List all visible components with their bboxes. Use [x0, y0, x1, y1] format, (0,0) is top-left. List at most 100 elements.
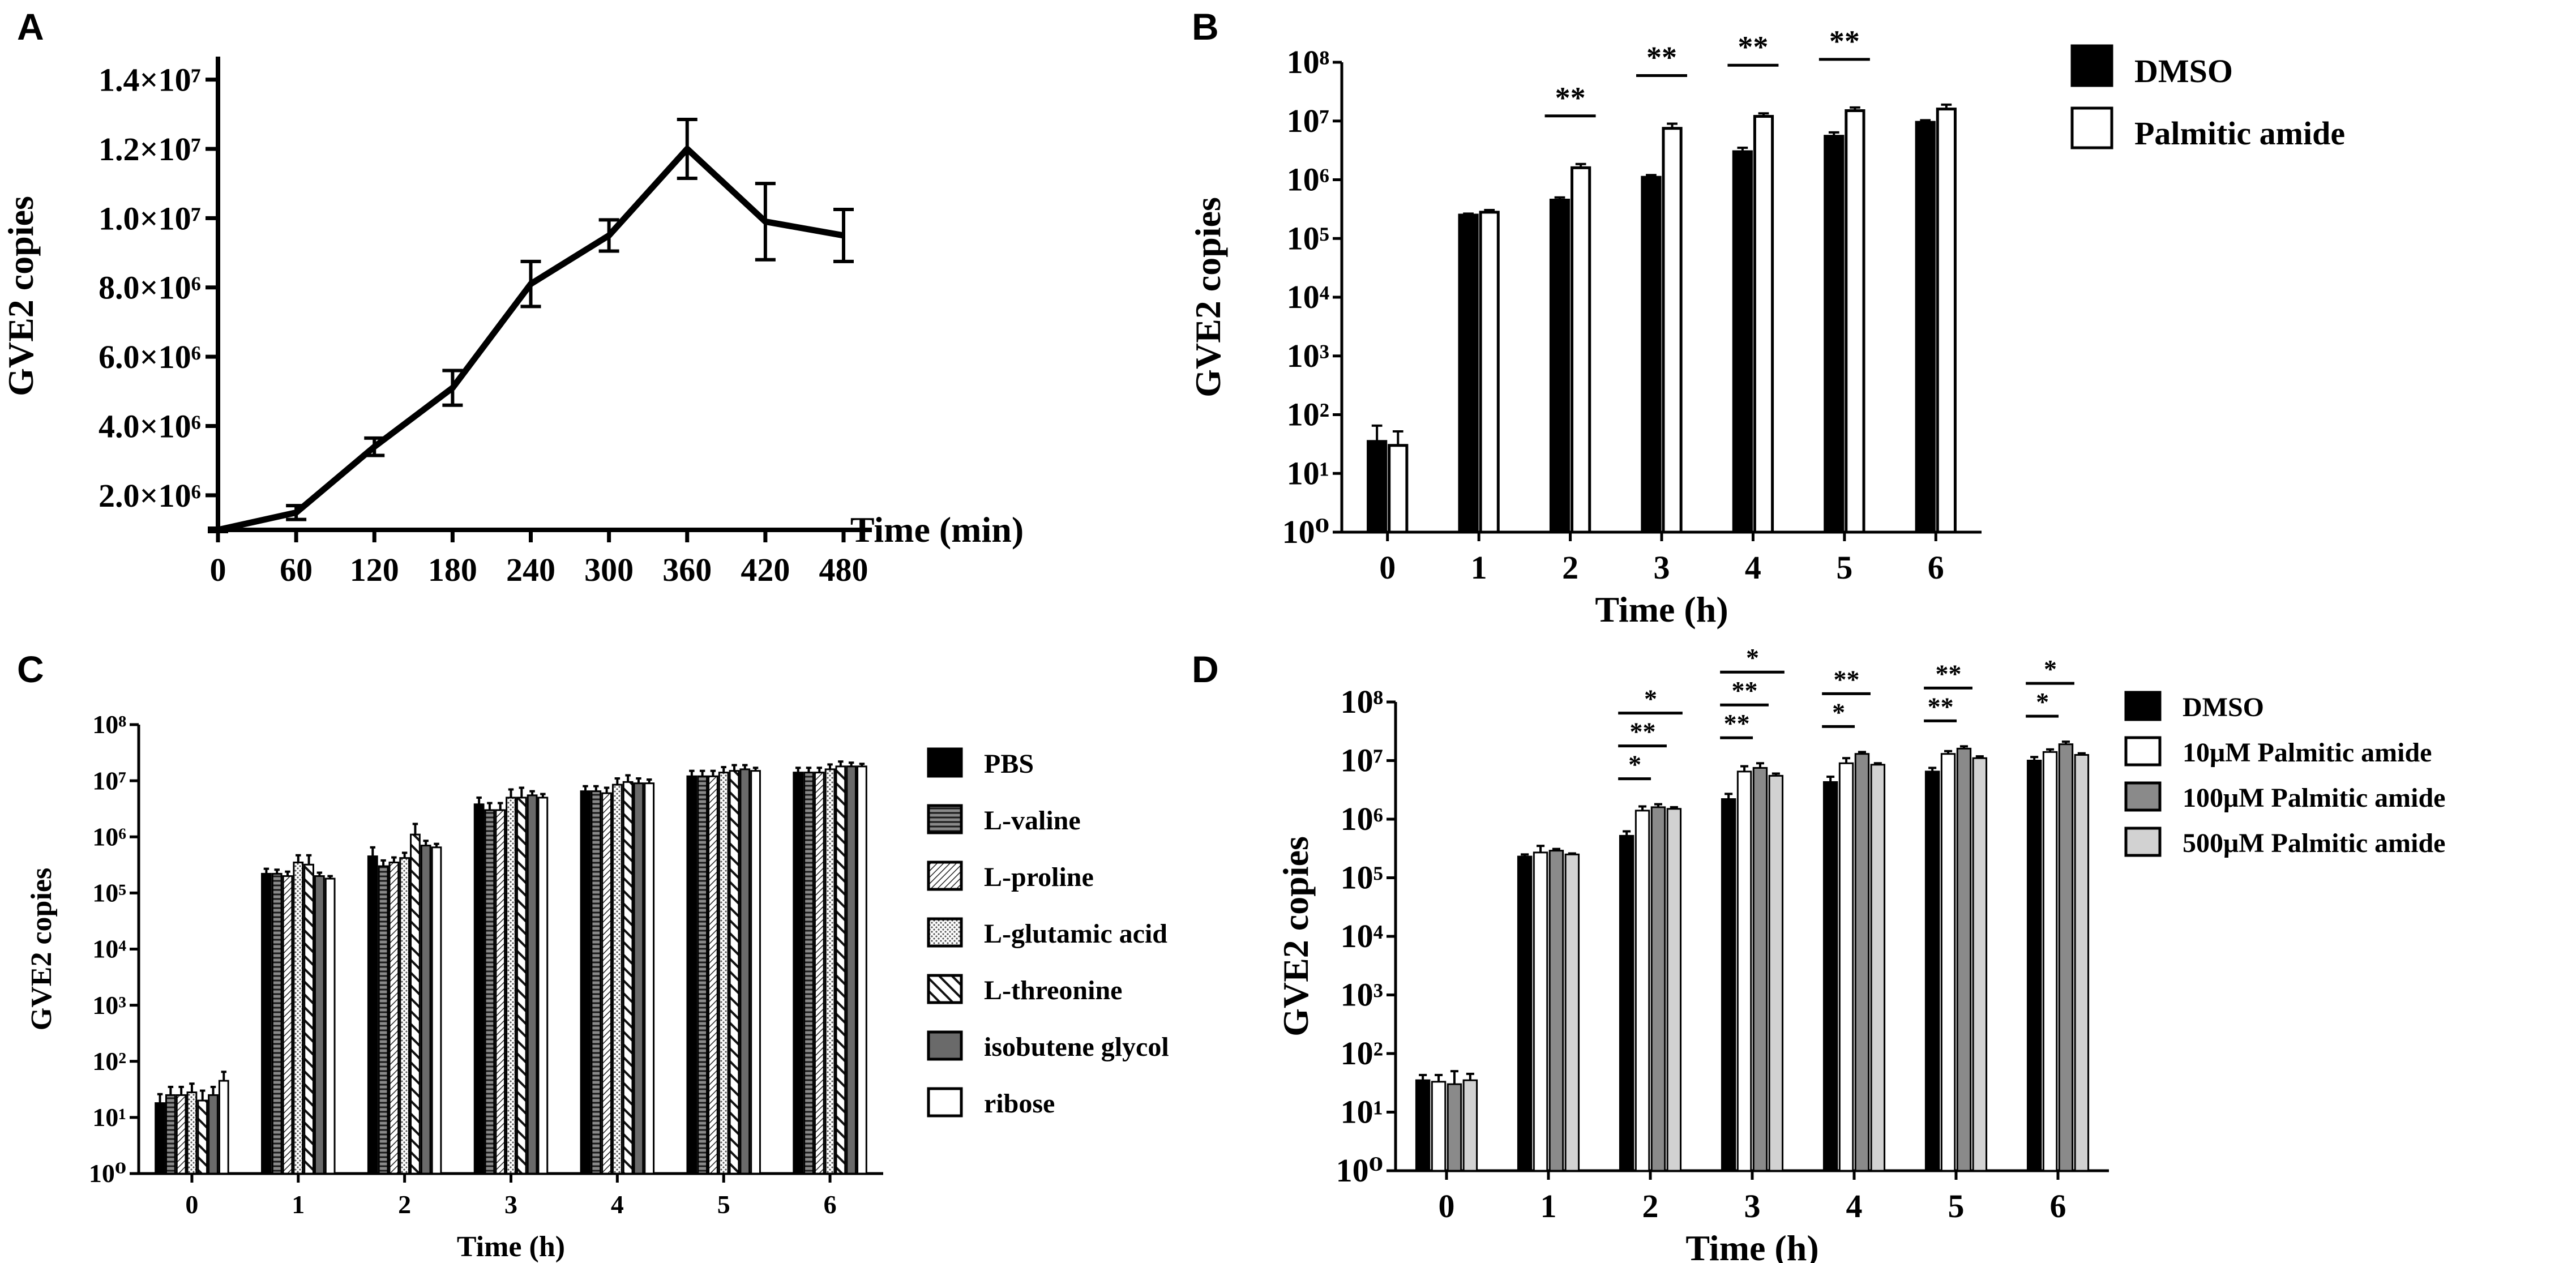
bar — [750, 770, 761, 1175]
y-tick-label: 10⁰ — [1282, 513, 1329, 550]
x-tick-label: 5 — [1948, 1188, 1965, 1225]
significance-label: ** — [1646, 40, 1677, 74]
significance-label: ** — [1829, 24, 1860, 58]
y-tick-label: 10³ — [1341, 977, 1383, 1013]
bar — [1736, 770, 1752, 1172]
y-tick-label: 10³ — [92, 991, 126, 1020]
bar — [1838, 762, 1854, 1172]
y-tick-label: 10⁷ — [92, 766, 126, 795]
legend-swatch — [2124, 781, 2162, 812]
x-tick-label: 5 — [1836, 549, 1852, 586]
legend-label: L-glutamic acid — [984, 919, 1167, 949]
x-tick-label: 480 — [819, 551, 868, 588]
bar — [2042, 751, 2058, 1172]
bar — [1447, 1083, 1462, 1172]
bar — [537, 797, 549, 1175]
legend-swatch — [927, 747, 963, 778]
x-tick-label: 4 — [1846, 1188, 1863, 1225]
bar — [590, 790, 602, 1175]
y-axis-title: GVE2 copies — [25, 868, 58, 1030]
bar — [176, 1094, 187, 1175]
x-tick-label: 120 — [350, 551, 399, 588]
y-tick-label: 10⁰ — [1336, 1152, 1383, 1189]
bar — [846, 765, 857, 1175]
panel-label-b: B — [1192, 6, 1219, 48]
y-tick-label: 10⁶ — [92, 822, 126, 851]
legend-swatch — [2124, 736, 2162, 767]
y-tick-label: 10⁸ — [92, 710, 126, 739]
bar — [601, 792, 612, 1175]
x-axis-title: Time (h) — [1595, 589, 1728, 630]
bar — [410, 833, 421, 1175]
bar — [1870, 764, 1886, 1172]
legend-swatch — [927, 804, 963, 834]
y-tick-label: 10⁸ — [1341, 683, 1383, 720]
legend-swatch — [927, 917, 963, 948]
bar — [835, 765, 846, 1175]
x-axis-title: Time (h) — [457, 1231, 565, 1263]
bar — [824, 768, 836, 1175]
legend-label: 500μM Palmitic amide — [2183, 828, 2445, 858]
significance-label: ** — [1630, 717, 1656, 746]
legend-label: L-threonine — [984, 975, 1122, 1005]
y-tick-label: 10² — [1341, 1035, 1383, 1072]
bar — [293, 861, 304, 1175]
x-tick-label: 6 — [824, 1190, 837, 1219]
y-tick-label: 10⁵ — [92, 879, 126, 907]
bar — [420, 845, 431, 1175]
x-tick-label: 3 — [504, 1190, 517, 1219]
panel-label-c: C — [17, 648, 44, 690]
bar — [218, 1080, 229, 1175]
bar — [708, 775, 718, 1175]
x-axis-title: Time (min) — [850, 510, 1024, 550]
data-line — [217, 145, 844, 533]
y-axis-title: GVE2 copies — [1276, 836, 1316, 1037]
legend-label: DMSO — [2134, 53, 2233, 89]
legend-swatch — [2124, 827, 2162, 857]
significance-label: * — [2036, 687, 2049, 716]
bar — [1548, 850, 1564, 1172]
y-tick-label: 2.0×10⁶ — [99, 477, 201, 514]
legend-swatch — [2124, 691, 2162, 721]
x-tick-label: 0 — [1439, 1188, 1455, 1225]
legend-label: 100μM Palmitic amide — [2183, 783, 2445, 813]
legend-swatch — [927, 860, 963, 891]
significance-label: * — [1746, 643, 1759, 672]
significance-label: ** — [1834, 665, 1860, 693]
bar — [1564, 853, 1580, 1172]
bar — [495, 809, 506, 1175]
bar — [1915, 121, 1936, 534]
bar — [1388, 444, 1409, 534]
legend-label: L-valine — [984, 806, 1081, 836]
bar — [197, 1099, 208, 1175]
legend-label: isobutene glycol — [984, 1032, 1169, 1062]
bar — [803, 772, 814, 1175]
bar — [484, 809, 495, 1175]
bar — [1634, 810, 1650, 1172]
y-tick-label: 10⁷ — [1287, 102, 1329, 139]
y-tick-label: 10⁴ — [92, 935, 126, 964]
x-tick-label: 0 — [1379, 549, 1396, 586]
bar — [697, 775, 708, 1175]
x-tick-label: 1 — [1471, 549, 1487, 586]
y-tick-label: 1.2×10⁷ — [99, 131, 201, 168]
legend-label: ribose — [984, 1089, 1055, 1119]
x-tick-label: 6 — [2050, 1188, 2066, 1225]
bar — [208, 1094, 219, 1175]
bar — [2026, 760, 2042, 1172]
bar — [431, 846, 442, 1175]
significance-label: * — [2044, 654, 2057, 683]
bar — [1721, 798, 1736, 1172]
significance-label: ** — [1732, 676, 1758, 705]
legend-swatch — [2070, 44, 2113, 87]
y-tick-label: 10¹ — [92, 1103, 126, 1132]
y-tick-label: 10³ — [1287, 337, 1329, 374]
legend-label: 10μM Palmitic amide — [2183, 738, 2432, 768]
x-tick-label: 3 — [1744, 1188, 1761, 1225]
bar — [611, 784, 623, 1175]
bar — [1415, 1079, 1431, 1172]
legend-swatch — [927, 974, 963, 1004]
x-tick-label: 300 — [584, 551, 634, 588]
bar — [1666, 808, 1682, 1172]
